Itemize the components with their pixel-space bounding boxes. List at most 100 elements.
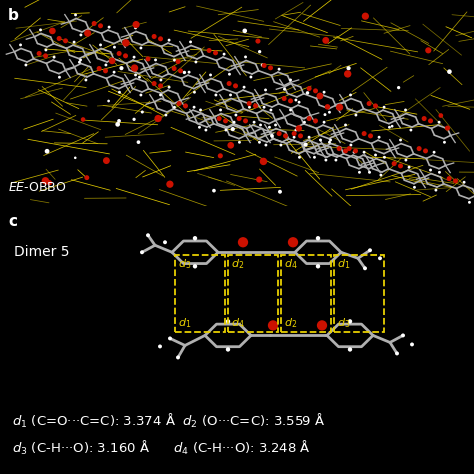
Point	[252, 102, 259, 109]
Point	[222, 126, 230, 134]
Point	[138, 248, 146, 256]
Point	[304, 89, 311, 97]
Point	[295, 125, 302, 132]
Point	[344, 70, 352, 78]
Point	[156, 343, 164, 350]
Point	[191, 235, 199, 242]
Point	[118, 64, 125, 72]
Point	[295, 99, 303, 106]
Point	[130, 54, 138, 61]
Point	[346, 318, 354, 325]
Point	[177, 67, 184, 74]
Point	[242, 53, 249, 61]
Point	[345, 64, 352, 72]
Point	[317, 136, 324, 144]
Point	[362, 12, 369, 20]
Point	[347, 91, 355, 99]
Point	[165, 83, 173, 91]
Point	[420, 115, 428, 122]
Point	[314, 235, 322, 242]
Point	[422, 147, 429, 155]
Text: b: b	[8, 8, 19, 23]
Point	[137, 91, 145, 99]
Point	[212, 49, 219, 56]
Point	[436, 168, 443, 176]
Point	[115, 50, 123, 57]
Point	[260, 62, 268, 69]
Point	[327, 136, 334, 144]
Point	[255, 138, 263, 146]
Point	[246, 103, 253, 111]
Point	[130, 116, 138, 123]
Point	[336, 103, 343, 111]
Point	[50, 54, 58, 61]
Point	[144, 231, 152, 239]
Point	[170, 65, 178, 73]
Point	[267, 64, 274, 72]
Point	[241, 27, 248, 35]
Point	[240, 83, 248, 91]
Point	[102, 61, 109, 69]
Point	[441, 138, 448, 146]
Text: $\it{EE}$-OBBO: $\it{EE}$-OBBO	[8, 181, 66, 194]
Point	[350, 148, 358, 156]
Point	[84, 29, 91, 37]
Point	[83, 174, 91, 182]
Text: $d_{1}$: $d_{1}$	[337, 257, 350, 271]
Point	[432, 186, 440, 194]
Text: $d_{3}$: $d_{3}$	[337, 317, 350, 330]
Point	[102, 67, 109, 74]
Point	[227, 91, 234, 99]
Point	[346, 145, 353, 152]
Point	[136, 73, 143, 81]
Point	[287, 106, 294, 114]
Point	[275, 65, 283, 73]
Text: c: c	[8, 214, 17, 229]
Point	[297, 132, 304, 140]
Point	[157, 91, 164, 99]
Point	[210, 187, 218, 194]
Text: $d_{4}$: $d_{4}$	[284, 257, 298, 271]
Point	[132, 71, 139, 79]
Point	[377, 171, 385, 179]
Point	[415, 145, 423, 152]
Point	[42, 177, 49, 185]
Point	[257, 121, 264, 129]
Point	[324, 103, 331, 110]
Point	[235, 115, 243, 122]
Point	[247, 73, 255, 81]
Point	[275, 130, 283, 137]
Point	[444, 124, 451, 132]
Point	[465, 199, 473, 206]
Point	[202, 126, 210, 134]
Point	[280, 95, 288, 102]
Point	[132, 21, 140, 28]
Point	[393, 350, 401, 357]
Text: Dimer 5: Dimer 5	[14, 245, 70, 259]
Point	[386, 123, 393, 131]
Point	[42, 52, 49, 60]
Text: $d_1$ (C=O···C=C): 3.374 Å  $d_2$ (O···C=C): 3.559 Å: $d_1$ (C=O···C=C): 3.374 Å $d_2$ (O···C=…	[12, 411, 325, 430]
Point	[267, 106, 275, 114]
Point	[207, 71, 214, 79]
Point	[137, 44, 145, 52]
Point	[22, 61, 30, 69]
Point	[260, 103, 268, 111]
Point	[191, 263, 199, 270]
Point	[320, 118, 328, 126]
Point	[287, 97, 294, 105]
Point	[224, 346, 232, 353]
Point	[222, 117, 229, 125]
Point	[212, 91, 220, 99]
Point	[352, 147, 359, 155]
Point	[346, 346, 354, 353]
Point	[361, 264, 369, 272]
Point	[322, 36, 329, 44]
Point	[155, 115, 162, 122]
Point	[326, 138, 333, 146]
Point	[332, 156, 340, 164]
Point	[388, 122, 396, 130]
Point	[36, 50, 43, 57]
Point	[305, 85, 313, 92]
Point	[114, 120, 121, 128]
